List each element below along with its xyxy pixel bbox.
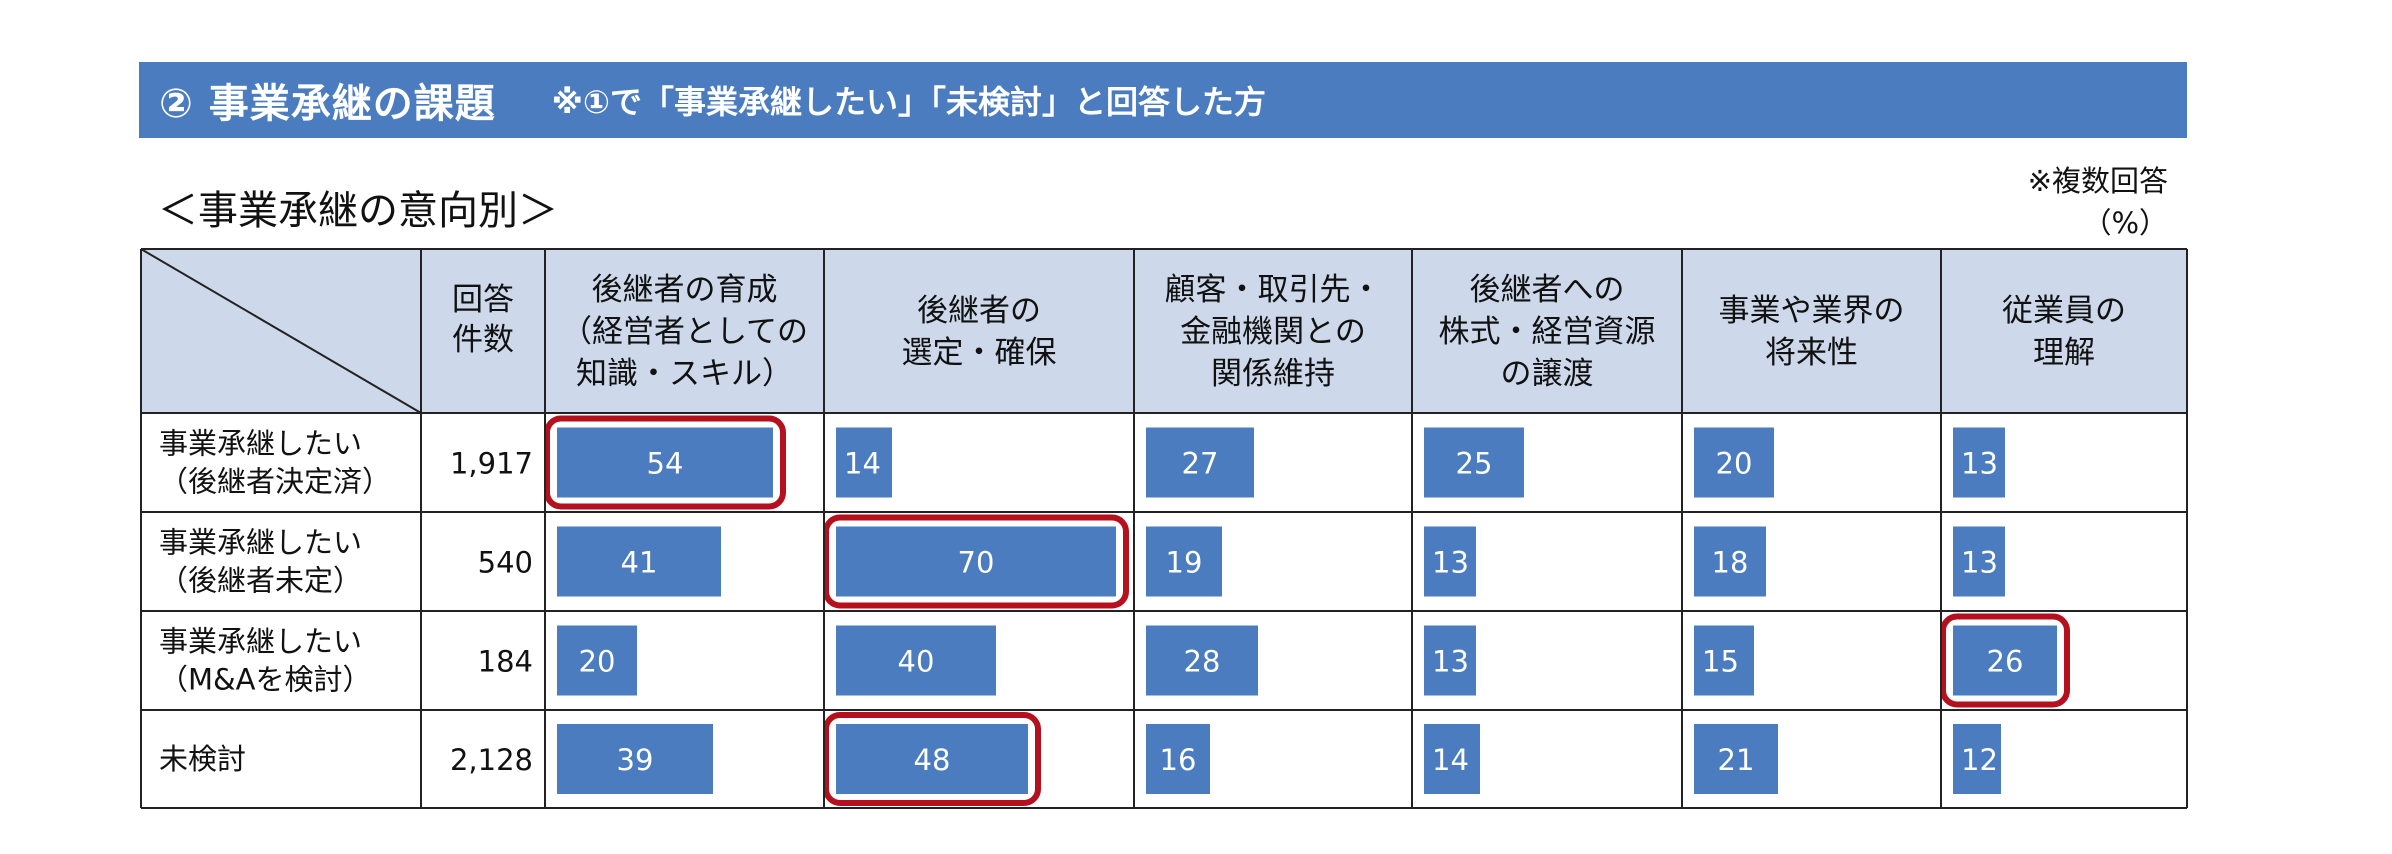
bar [1953, 427, 2005, 498]
row-label-line: 事業承継したい [159, 625, 362, 659]
section-title: ② 事業承継の課題 [159, 81, 496, 127]
highlight-outline [823, 514, 1129, 609]
chart-subtitle: ＜事業承継の意向別＞ [158, 188, 558, 234]
bar-value-label: 54 [647, 447, 684, 481]
highlight-outline [823, 712, 1041, 806]
highlight-outline [544, 415, 786, 510]
row-count: 2,128 [450, 743, 533, 777]
column-header-line: 選定・確保 [902, 335, 1057, 371]
column-header-line: 従業員の [2002, 293, 2126, 329]
column-header-line: 知識・スキル） [576, 356, 793, 392]
bar-value-label: 20 [579, 645, 616, 679]
bar-value-label: 13 [1961, 447, 1998, 481]
bar-value-label: 39 [617, 743, 654, 777]
bar [557, 625, 637, 696]
bar-value-label: 16 [1160, 743, 1197, 777]
bar [557, 724, 713, 794]
column-header-line: 理解 [2033, 335, 2095, 371]
column-header-line: 後継者の [917, 293, 1041, 329]
bar-value-label: 48 [914, 743, 951, 777]
column-header-line: 事業や業界の [1719, 293, 1905, 329]
row-label-line: （M&Aを検討） [159, 663, 371, 697]
bar-value-label: 15 [1702, 645, 1739, 679]
bar [1694, 625, 1754, 696]
bar-value-label: 13 [1961, 546, 1998, 580]
row-label-line: （後継者決定済） [159, 465, 391, 499]
bar-value-label: 13 [1432, 645, 1469, 679]
bar [836, 724, 1028, 794]
count-header-line: 件数 [452, 322, 514, 358]
bar [1146, 625, 1258, 696]
bar-value-label: 20 [1716, 447, 1753, 481]
bar [836, 526, 1116, 597]
bar [1146, 526, 1222, 597]
bar [1953, 526, 2005, 597]
row-label-line: 未検討 [159, 742, 246, 776]
column-header-line: （経営者としての [561, 314, 808, 350]
bar-value-label: 14 [844, 447, 881, 481]
column-header-line: 金融機関との [1180, 314, 1366, 350]
section-header-bar: ② 事業承継の課題 ※①で「事業承継したい」「未検討」と回答した方 [139, 62, 2187, 138]
header-row-bg [141, 249, 2187, 413]
bar-value-label: 28 [1184, 645, 1221, 679]
bar [1424, 724, 1480, 794]
row-label-line: 事業承継したい [159, 526, 362, 560]
highlight-outline [1940, 613, 2070, 708]
multiple-answer-note: ※複数回答 [2027, 164, 2168, 198]
bar [836, 625, 996, 696]
column-header-line: 将来性 [1765, 335, 1858, 371]
column-header-line: 関係維持 [1211, 356, 1335, 392]
bar-value-label: 70 [958, 546, 995, 580]
bar [1424, 427, 1524, 498]
bar [1694, 427, 1774, 498]
bar-value-label: 14 [1432, 743, 1469, 777]
bar-value-label: 21 [1718, 743, 1755, 777]
row-count: 184 [478, 645, 533, 679]
row-count: 1,917 [450, 447, 533, 481]
bar [1694, 724, 1778, 794]
bar-value-label: 41 [621, 546, 658, 580]
bar [1146, 724, 1210, 794]
bar-value-label: 26 [1987, 645, 2024, 679]
row-count: 540 [478, 546, 533, 580]
unit-note: （%） [2082, 206, 2168, 240]
bar-value-label: 13 [1432, 546, 1469, 580]
bar-value-label: 27 [1182, 447, 1219, 481]
header-diagonal [140, 248, 422, 414]
column-header-line: 株式・経営資源 [1439, 314, 1656, 350]
bar [1424, 526, 1476, 597]
bar [1146, 427, 1254, 498]
row-label-line: （後継者未定） [159, 564, 362, 598]
count-header-line: 回答 [452, 282, 514, 318]
column-header-line: 顧客・取引先・ [1165, 272, 1382, 308]
bar [557, 526, 721, 597]
bar [557, 427, 773, 498]
column-header-line: 後継者への [1470, 272, 1625, 308]
bar [836, 427, 892, 498]
bar-value-label: 40 [898, 645, 935, 679]
section-note: ※①で「事業承継したい」「未検討」と回答した方 [551, 83, 1267, 121]
bar [1424, 625, 1476, 696]
bar-value-label: 18 [1712, 546, 1749, 580]
row-label-line: 事業承継したい [159, 427, 362, 461]
bar [1694, 526, 1766, 597]
column-header-line: 後継者の育成 [592, 272, 778, 308]
bar-value-label: 12 [1961, 743, 1998, 777]
bar-value-label: 25 [1456, 447, 1493, 481]
bar [1953, 625, 2057, 696]
answer-note: ※複数回答 （%） [2028, 160, 2168, 244]
bar [1953, 724, 2001, 794]
column-header-line: の譲渡 [1501, 356, 1594, 392]
bar-value-label: 19 [1166, 546, 1203, 580]
